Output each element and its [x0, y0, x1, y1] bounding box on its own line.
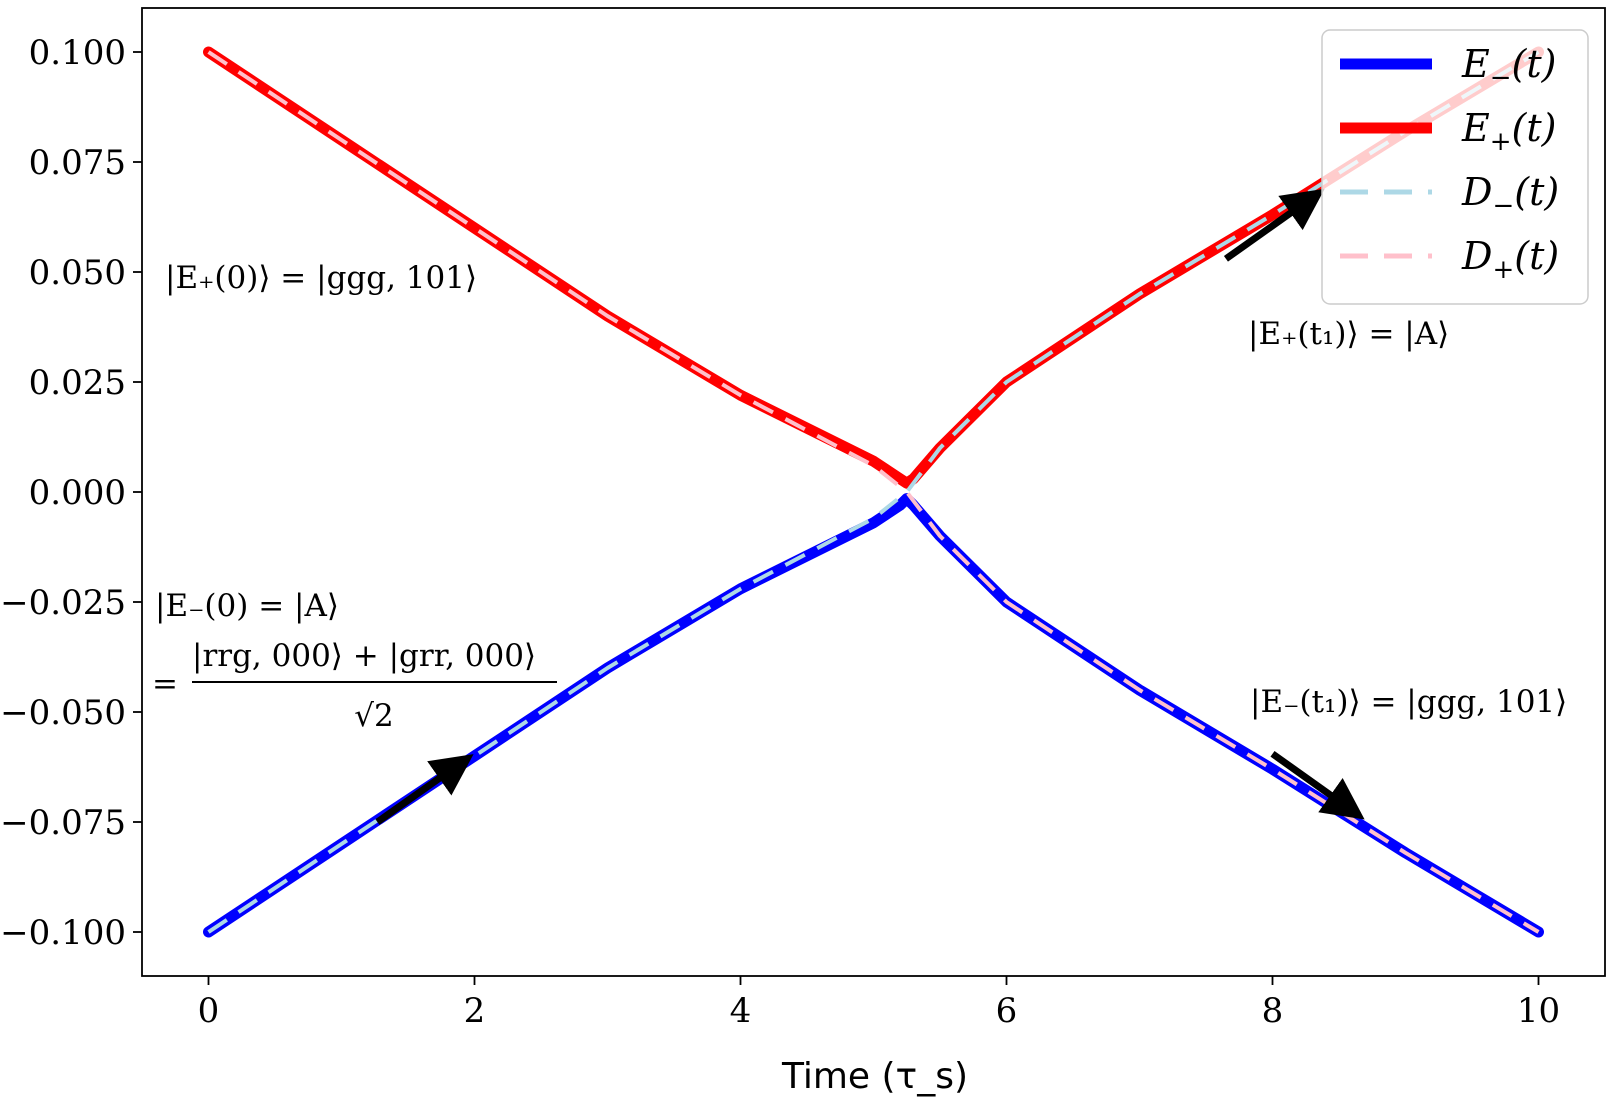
- y-tick-label: −0.100: [0, 913, 126, 953]
- legend: E−(t) E+(t) D−(t) D+(t): [1321, 29, 1589, 305]
- legend-label-2: D−(t): [1461, 170, 1559, 221]
- annotation-e-plus-t1: |E₊(t₁)⟩ = |A⟩: [1248, 316, 1449, 352]
- annotation-e-minus-0-numerator: |rrg, 000⟩ + |grr, 000⟩: [192, 638, 536, 674]
- legend-frame: [1321, 29, 1589, 305]
- arrow-2: [1270, 750, 1365, 820]
- annotation-e-minus-0-denominator: √2: [354, 698, 393, 734]
- x-tick-label: 6: [996, 991, 1018, 1031]
- annotation-e-minus-t1: |E₋(t₁)⟩ = |ggg, 101⟩: [1250, 684, 1567, 720]
- y-tick-label: 0.075: [29, 143, 126, 183]
- x-axis-ticks: 0 2 4 6 8 10: [198, 976, 1560, 1031]
- annotation-e-minus-0-line1: |E₋(0) = |A⟩: [155, 588, 339, 624]
- arrow-0: [375, 754, 474, 825]
- arrow-layer: [375, 188, 1365, 825]
- x-tick-label: 4: [730, 991, 752, 1031]
- y-tick-label: 0.025: [29, 363, 126, 403]
- y-tick-label: 0.050: [29, 253, 126, 293]
- legend-label-0: E−(t): [1461, 42, 1556, 93]
- y-tick-label: −0.050: [0, 693, 126, 733]
- x-tick-label: 8: [1262, 991, 1284, 1031]
- annotation-e-minus-0-eq: =: [152, 666, 178, 702]
- legend-label-3: D+(t): [1461, 234, 1559, 285]
- x-tick-label: 2: [464, 991, 486, 1031]
- x-axis-title: Time (τ_s): [781, 1056, 968, 1097]
- legend-label-1: E+(t): [1461, 106, 1556, 157]
- y-axis-ticks: 0.100 0.075 0.050 0.025 0.000 −0.025 −0.050 −0.…: [0, 33, 142, 953]
- y-tick-label: 0.000: [29, 473, 126, 513]
- y-tick-label: 0.100: [29, 33, 126, 73]
- y-tick-label: −0.075: [0, 803, 126, 843]
- annotation-e-plus-0: |E₊(0)⟩ = |ggg, 101⟩: [165, 260, 477, 296]
- x-tick-label: 0: [198, 991, 220, 1031]
- y-tick-label: −0.025: [0, 583, 126, 623]
- arrow-1: [1223, 188, 1325, 262]
- series-layer: [203, 46, 1544, 938]
- x-tick-label: 10: [1517, 991, 1560, 1031]
